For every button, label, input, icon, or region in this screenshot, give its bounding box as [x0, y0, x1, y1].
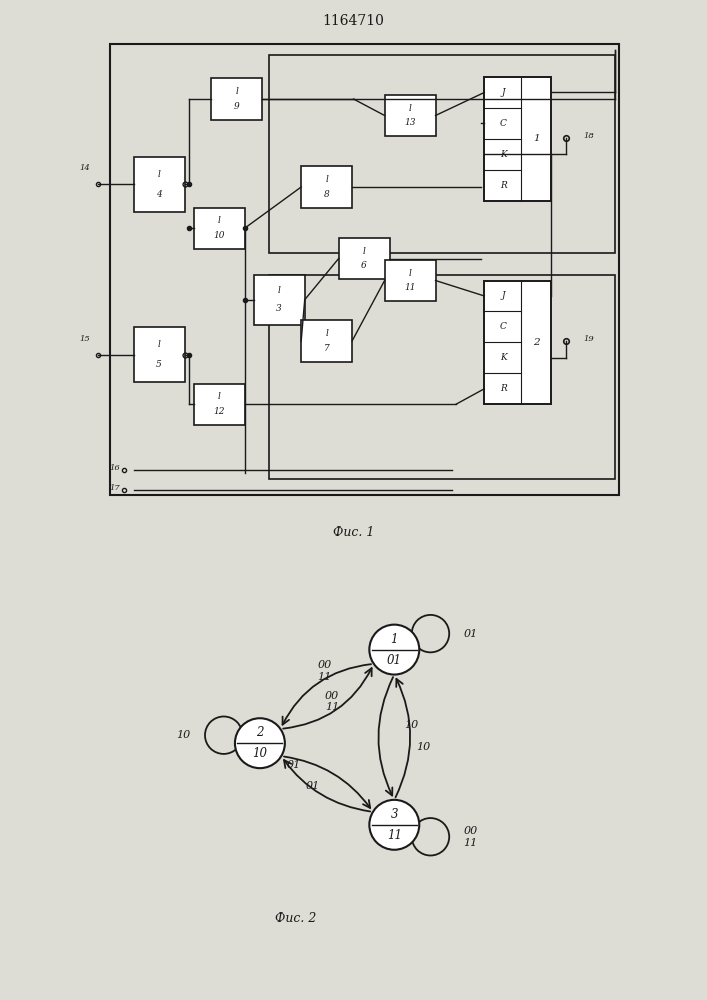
- Text: l: l: [409, 104, 411, 113]
- Text: R: R: [500, 181, 506, 190]
- Bar: [194, 384, 245, 425]
- Text: 2: 2: [256, 726, 264, 739]
- Text: 01: 01: [286, 760, 300, 770]
- Text: 01: 01: [464, 629, 478, 639]
- Bar: [385, 260, 436, 301]
- Bar: [110, 44, 619, 495]
- Text: 3: 3: [390, 808, 398, 821]
- Text: Фис. 1: Фис. 1: [333, 526, 374, 539]
- Text: K: K: [500, 353, 506, 362]
- FancyArrowPatch shape: [395, 679, 410, 797]
- Text: l: l: [218, 392, 221, 401]
- Text: l: l: [218, 216, 221, 225]
- Bar: [301, 320, 352, 362]
- Text: Фис. 2: Фис. 2: [275, 912, 317, 925]
- Text: C: C: [500, 322, 506, 331]
- Bar: [301, 166, 352, 208]
- Circle shape: [369, 800, 419, 850]
- Text: 6: 6: [361, 261, 367, 270]
- Text: 10: 10: [416, 742, 431, 752]
- Text: 2: 2: [533, 338, 539, 347]
- Text: 13: 13: [404, 118, 416, 127]
- FancyArrowPatch shape: [283, 668, 372, 729]
- Text: 11: 11: [404, 283, 416, 292]
- Text: 10: 10: [214, 231, 225, 240]
- Bar: [484, 77, 551, 201]
- Text: 00
11: 00 11: [317, 660, 332, 682]
- Text: 17: 17: [110, 484, 120, 491]
- Text: 3: 3: [276, 304, 282, 313]
- Text: J: J: [501, 88, 505, 97]
- Bar: [134, 157, 185, 212]
- FancyArrowPatch shape: [284, 760, 370, 811]
- FancyArrowPatch shape: [284, 757, 370, 808]
- Text: l: l: [235, 87, 238, 96]
- Text: K: K: [500, 150, 506, 159]
- Text: 9: 9: [234, 102, 240, 111]
- Text: 8: 8: [324, 190, 329, 199]
- Bar: [211, 78, 262, 120]
- Text: 01: 01: [305, 781, 320, 791]
- Text: 4: 4: [156, 190, 162, 199]
- Text: 01: 01: [387, 654, 402, 667]
- Text: 00
11: 00 11: [325, 691, 339, 712]
- Text: 19: 19: [583, 335, 594, 343]
- Text: 10: 10: [176, 730, 190, 740]
- Text: l: l: [158, 340, 160, 349]
- Text: 1: 1: [533, 134, 539, 143]
- FancyArrowPatch shape: [283, 664, 371, 725]
- Bar: [339, 238, 390, 279]
- Bar: [254, 275, 305, 324]
- Bar: [134, 327, 185, 382]
- Text: J: J: [501, 291, 505, 300]
- Text: l: l: [158, 170, 160, 179]
- Text: 5: 5: [156, 360, 162, 369]
- FancyArrowPatch shape: [378, 677, 393, 796]
- Text: 7: 7: [324, 344, 329, 353]
- Text: 18: 18: [583, 131, 594, 139]
- Text: C: C: [500, 119, 506, 128]
- Text: 1: 1: [390, 633, 398, 646]
- Text: 15: 15: [80, 335, 90, 343]
- Text: 16: 16: [110, 464, 120, 472]
- Text: 10: 10: [252, 747, 267, 760]
- Bar: [194, 208, 245, 249]
- Text: l: l: [325, 175, 328, 184]
- Text: l: l: [325, 329, 328, 338]
- Text: R: R: [500, 384, 506, 393]
- Text: 00
11: 00 11: [464, 826, 478, 848]
- Text: l: l: [278, 286, 281, 295]
- Circle shape: [369, 625, 419, 675]
- Text: 1164710: 1164710: [322, 14, 385, 28]
- Bar: [269, 275, 615, 479]
- Text: 11: 11: [387, 829, 402, 842]
- Text: l: l: [409, 269, 411, 278]
- Text: 14: 14: [80, 164, 90, 172]
- Bar: [269, 55, 615, 253]
- Text: 12: 12: [214, 407, 225, 416]
- Text: 10: 10: [404, 720, 419, 730]
- Bar: [385, 95, 436, 136]
- Bar: [484, 280, 551, 404]
- Text: l: l: [363, 247, 366, 256]
- Circle shape: [235, 718, 285, 768]
